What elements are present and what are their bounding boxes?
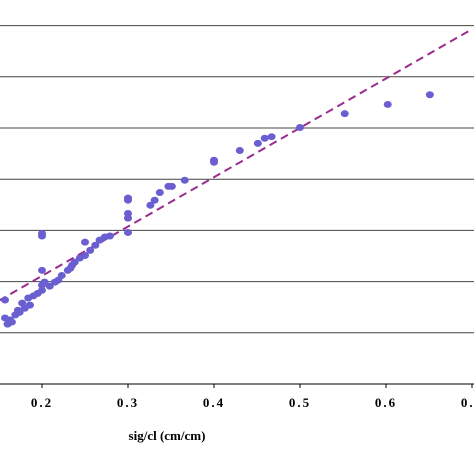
point [180,176,189,184]
point [91,241,100,249]
x-tick-label: 0.6 [375,395,397,410]
point [167,182,176,190]
point [146,201,155,209]
point [105,232,114,240]
point [38,266,46,274]
x-tick-label: 0.2 [31,395,53,410]
point [45,282,54,290]
point [70,258,79,266]
point [57,271,66,279]
x-tick-label: 0.3 [117,395,139,410]
point [124,194,132,202]
point [210,156,218,164]
point [38,286,46,294]
x-tick-label: 0.7 [461,395,474,410]
point [86,246,95,254]
point [25,301,34,309]
point [38,229,46,237]
point [260,134,269,142]
point [235,147,244,155]
point [124,228,132,236]
point [81,251,89,259]
point [383,100,392,108]
point [18,299,27,307]
point [155,189,164,197]
point [40,278,49,286]
x-tick-label: 0.4 [203,395,225,410]
point [425,91,434,99]
point [124,214,132,222]
x-tick-label: 0.5 [289,395,311,410]
point [81,238,89,246]
point [340,110,349,118]
point [253,139,262,147]
point [296,123,304,131]
point [13,306,22,314]
point [66,264,75,272]
point [1,296,10,304]
x-axis-label: sig/cl (cm/cm) [129,428,206,443]
trend-line [0,28,473,302]
point [267,133,276,141]
point [3,320,12,328]
point [150,196,159,204]
